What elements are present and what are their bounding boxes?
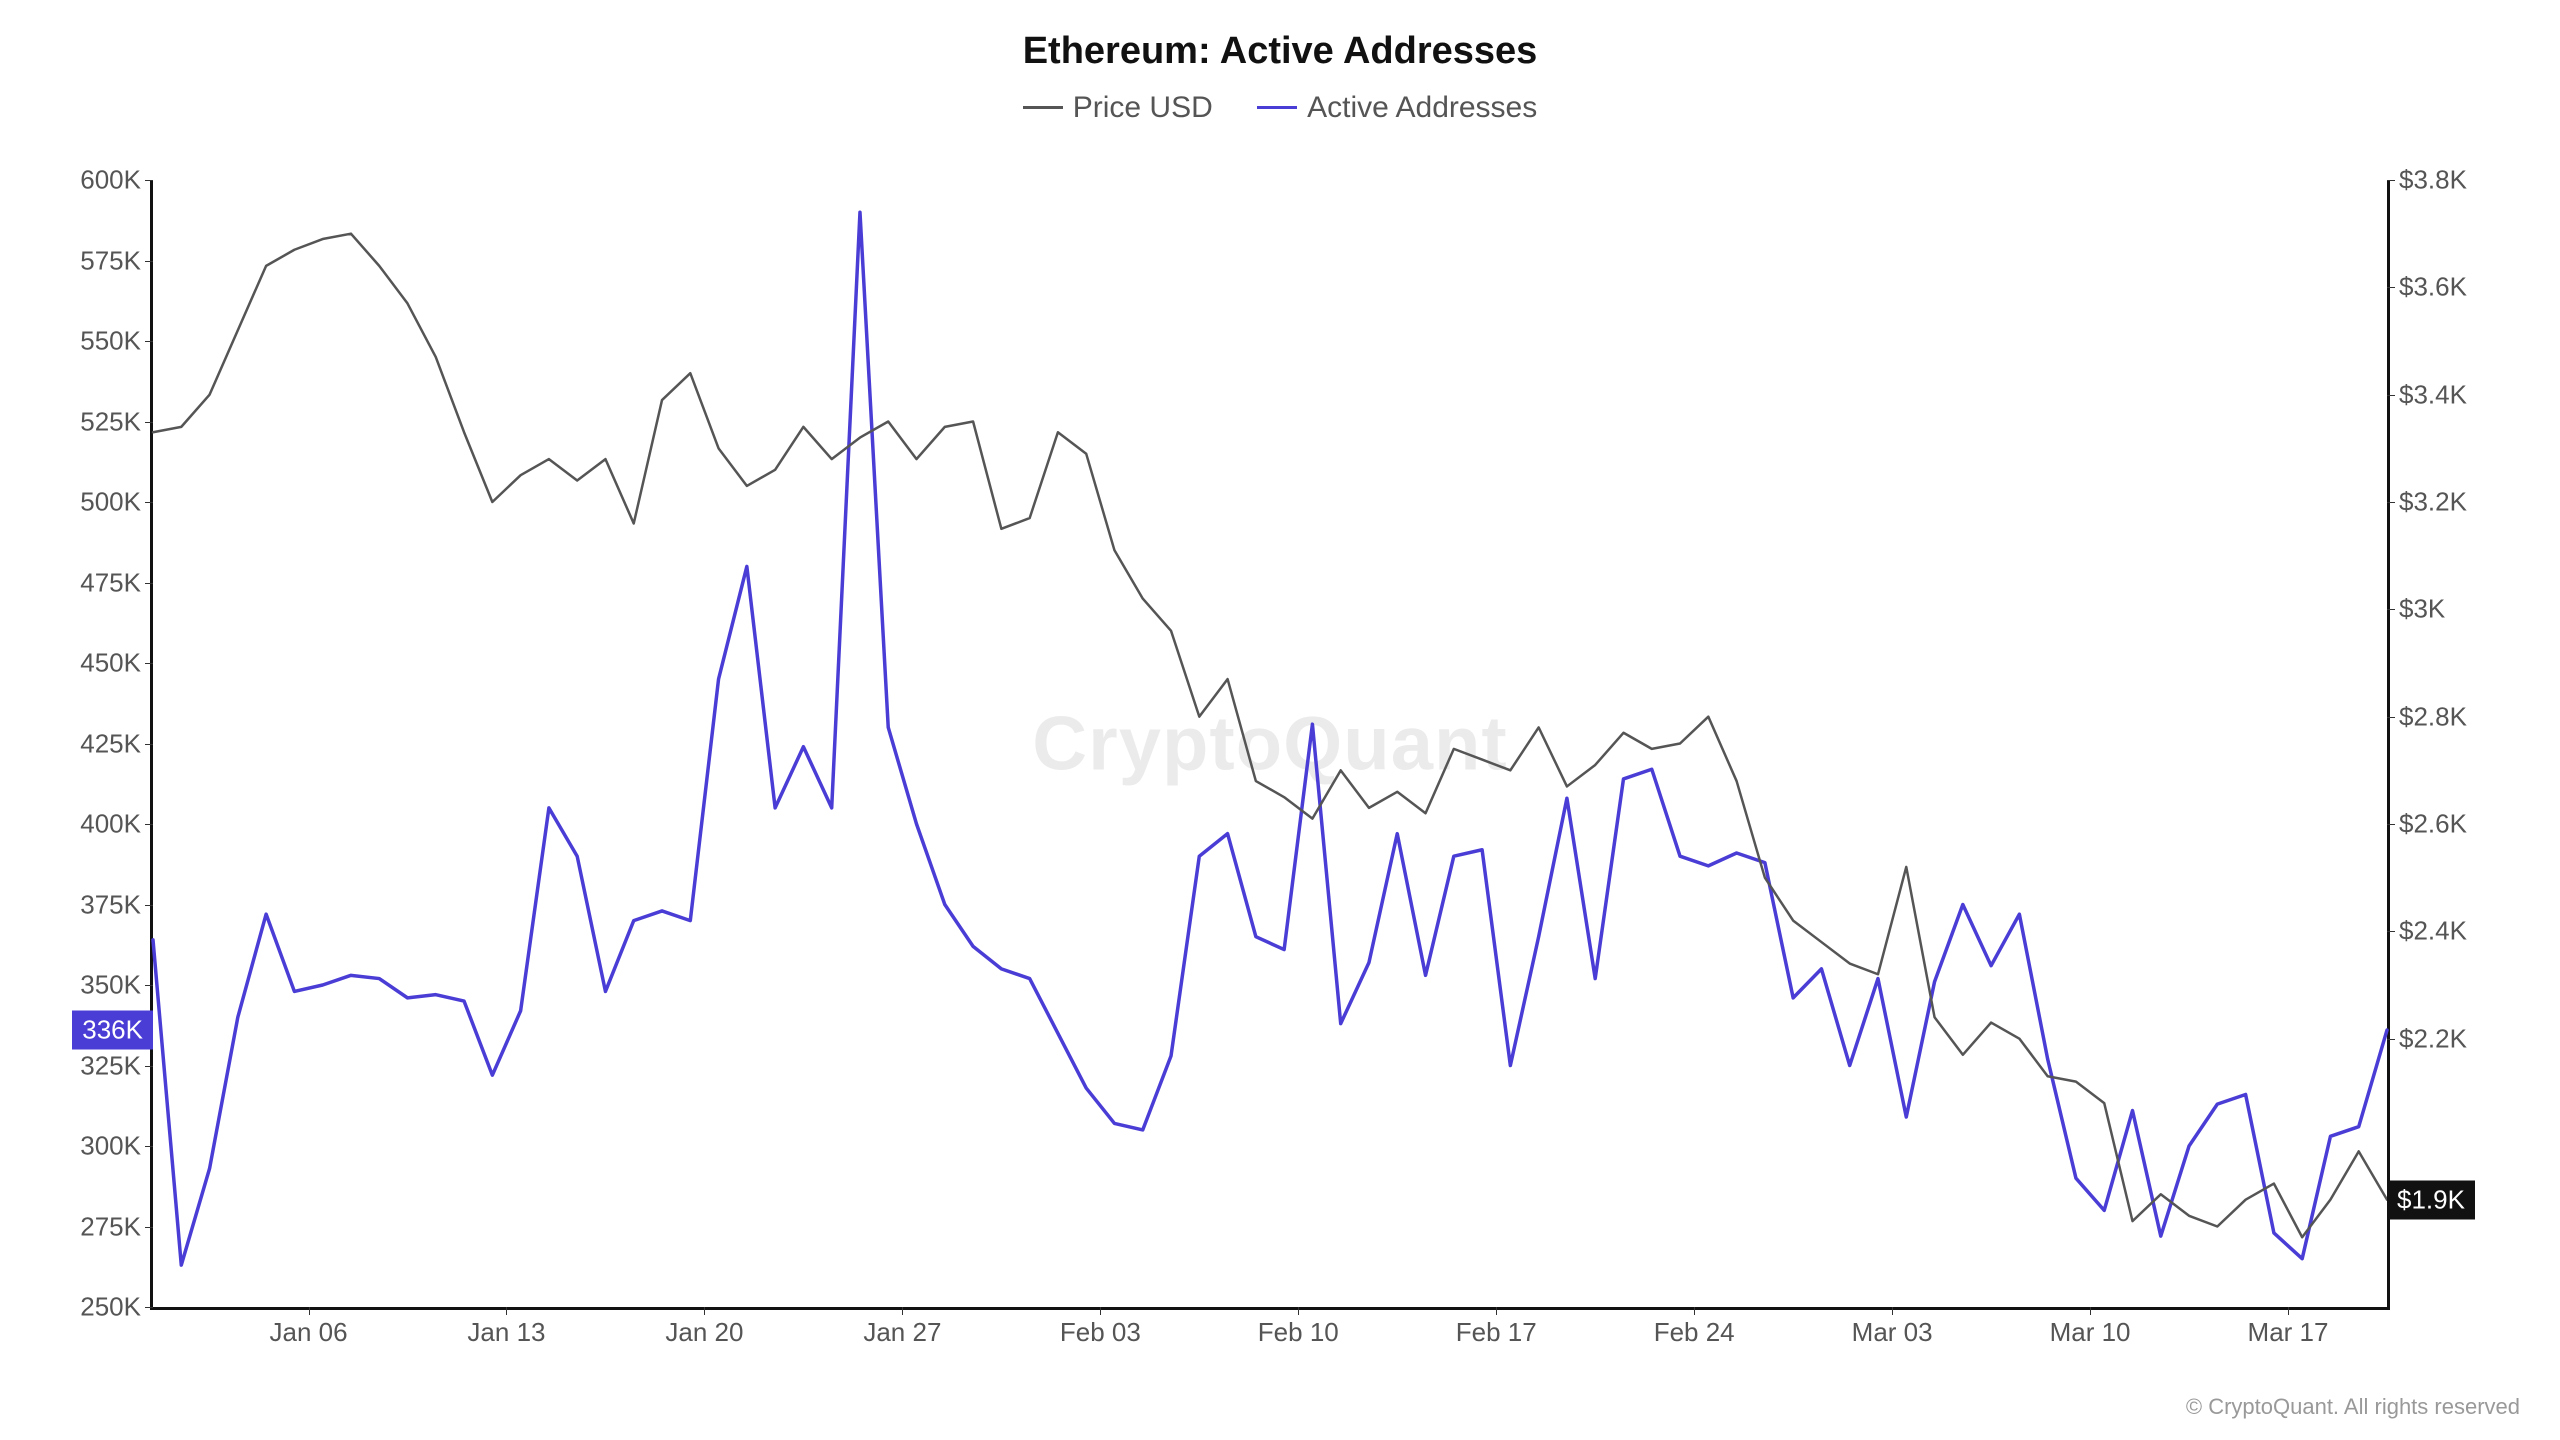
left-axis-tick — [145, 1307, 153, 1308]
right-axis-tick — [2387, 395, 2395, 396]
x-axis-tick-label: Mar 17 — [2248, 1317, 2329, 1348]
left-axis-tick-label: 600K — [80, 165, 141, 196]
series-price-usd — [153, 234, 2387, 1238]
right-axis-tick-label: $2.8K — [2399, 701, 2467, 732]
left-axis-tick — [145, 1227, 153, 1228]
x-axis-tick — [506, 1307, 507, 1315]
left-axis-tick — [145, 1146, 153, 1147]
left-axis-tick-label: 250K — [80, 1292, 141, 1323]
right-axis-tick — [2387, 609, 2395, 610]
right-axis-tick-label: $3K — [2399, 594, 2445, 625]
legend-swatch-price — [1023, 106, 1063, 109]
x-axis-tick — [1100, 1307, 1101, 1315]
right-axis-tick — [2387, 287, 2395, 288]
left-axis-tick — [145, 583, 153, 584]
right-axis-tick-label: $3.2K — [2399, 487, 2467, 518]
legend-swatch-active — [1257, 106, 1297, 109]
x-axis-tick-label: Jan 20 — [665, 1317, 743, 1348]
left-axis-tick-label: 575K — [80, 245, 141, 276]
x-axis-tick-label: Jan 13 — [467, 1317, 545, 1348]
left-axis-tick-label: 475K — [80, 567, 141, 598]
x-axis-tick — [704, 1307, 705, 1315]
x-axis-tick-label: Mar 10 — [2050, 1317, 2131, 1348]
plot-area: CryptoQuant 250K275K300K325K336K350K375K… — [150, 180, 2390, 1310]
left-axis-tick — [145, 824, 153, 825]
x-axis-tick — [2288, 1307, 2289, 1315]
left-axis-tick-label: 525K — [80, 406, 141, 437]
right-axis-value-badge: $1.9K — [2387, 1180, 2475, 1219]
x-axis-tick-label: Mar 03 — [1852, 1317, 1933, 1348]
right-axis-tick-label: $2.6K — [2399, 809, 2467, 840]
chart-title: Ethereum: Active Addresses — [0, 0, 2560, 73]
series-active-addresses — [153, 212, 2387, 1265]
right-axis-tick — [2387, 931, 2395, 932]
chart-legend: Price USD Active Addresses — [0, 83, 2560, 125]
legend-label-price: Price USD — [1073, 91, 1213, 125]
chart-container: Ethereum: Active Addresses Price USD Act… — [0, 0, 2560, 1440]
right-axis-tick — [2387, 502, 2395, 503]
left-axis-tick-label: 300K — [80, 1131, 141, 1162]
right-axis-tick-label: $3.8K — [2399, 165, 2467, 196]
chart-svg — [153, 180, 2387, 1307]
left-axis-tick-label: 500K — [80, 487, 141, 518]
x-axis-tick — [309, 1307, 310, 1315]
right-axis-tick-label: $3.6K — [2399, 272, 2467, 303]
left-axis-tick — [145, 502, 153, 503]
right-axis-tick — [2387, 824, 2395, 825]
left-axis-tick-label: 400K — [80, 809, 141, 840]
left-axis-tick-label: 325K — [80, 1050, 141, 1081]
left-axis-tick-label: 450K — [80, 648, 141, 679]
right-axis-tick — [2387, 717, 2395, 718]
right-axis-tick-label: $3.4K — [2399, 379, 2467, 410]
x-axis-tick — [1892, 1307, 1893, 1315]
left-axis-tick — [145, 905, 153, 906]
x-axis-tick-label: Feb 03 — [1060, 1317, 1141, 1348]
left-axis-tick — [145, 180, 153, 181]
right-axis-tick — [2387, 180, 2395, 181]
left-axis-tick-label: 375K — [80, 889, 141, 920]
x-axis-tick — [1694, 1307, 1695, 1315]
left-axis-tick — [145, 422, 153, 423]
left-axis-tick — [145, 1066, 153, 1067]
left-axis-tick — [145, 744, 153, 745]
legend-item-active[interactable]: Active Addresses — [1257, 91, 1537, 125]
legend-label-active: Active Addresses — [1307, 91, 1537, 125]
legend-item-price[interactable]: Price USD — [1023, 91, 1213, 125]
x-axis-tick-label: Feb 24 — [1654, 1317, 1735, 1348]
x-axis-tick-label: Feb 10 — [1258, 1317, 1339, 1348]
left-axis-tick-label: 550K — [80, 326, 141, 357]
x-axis-tick-label: Jan 27 — [863, 1317, 941, 1348]
x-axis-tick — [2090, 1307, 2091, 1315]
left-axis-tick — [145, 663, 153, 664]
left-axis-tick-label: 350K — [80, 970, 141, 1001]
left-axis-tick-label: 275K — [80, 1211, 141, 1242]
left-axis-value-badge: 336K — [72, 1011, 153, 1050]
right-axis-tick-label: $2.4K — [2399, 916, 2467, 947]
x-axis-tick-label: Feb 17 — [1456, 1317, 1537, 1348]
x-axis-tick — [1298, 1307, 1299, 1315]
left-axis-tick — [145, 341, 153, 342]
left-axis-tick — [145, 261, 153, 262]
left-axis-tick — [145, 985, 153, 986]
right-axis-tick-label: $2.2K — [2399, 1023, 2467, 1054]
x-axis-tick — [902, 1307, 903, 1315]
copyright-text: © CryptoQuant. All rights reserved — [2186, 1394, 2520, 1420]
right-axis-tick — [2387, 1039, 2395, 1040]
x-axis-tick — [1496, 1307, 1497, 1315]
x-axis-tick-label: Jan 06 — [269, 1317, 347, 1348]
left-axis-tick-label: 425K — [80, 728, 141, 759]
